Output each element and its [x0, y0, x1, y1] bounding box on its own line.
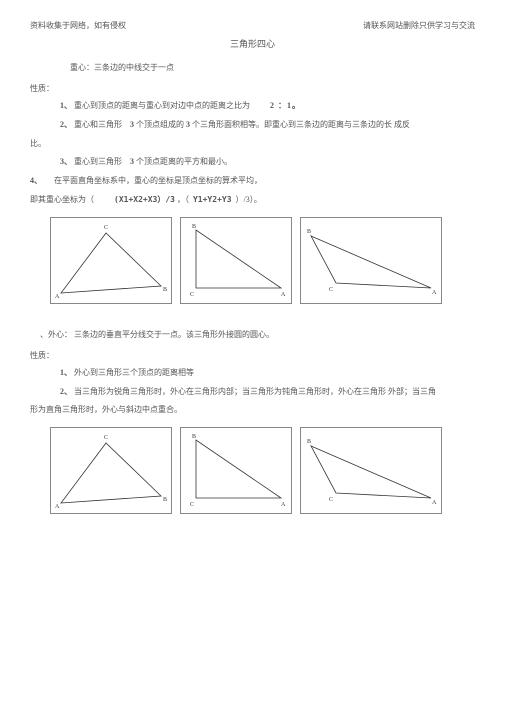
triangle-acute-2: A B C: [50, 427, 172, 514]
header-right: 请联系网站删除只供学习与交流: [363, 20, 475, 31]
prefix: 即其重心坐标为（: [30, 195, 94, 204]
svg-text:B: B: [192, 224, 196, 230]
triangle-right-2: C A B: [180, 427, 292, 514]
num: 4、: [30, 176, 42, 185]
svg-text:B: B: [163, 497, 167, 503]
ratio: 2 ：1。: [270, 101, 301, 110]
main-title: 三角形四心: [30, 37, 475, 50]
diagram-row-2: A B C C A B B A C: [30, 427, 475, 514]
num: 2、: [60, 387, 72, 396]
svg-text:A: A: [281, 292, 286, 298]
text: 当三角形为锐角三角形时，外心在三角形内部；当三角形为钝角三角形时，外心在三角形 …: [74, 387, 436, 396]
b2: 3: [186, 120, 190, 129]
centroid-subtitle: 重心：三条边的中线交于一点: [70, 62, 475, 73]
centroid-item-2: 2、 重心和三角形 3 个顶点组成的 3 个三角形面积相等。即重心到三条边的距离…: [60, 119, 475, 132]
prop-label-2: 性质：: [30, 350, 475, 361]
end: ）/3）。: [236, 195, 262, 204]
svg-text:B: B: [163, 287, 167, 293]
mid: ，（: [177, 195, 189, 204]
circumcenter-title: 、外心： 三条边的垂直平分线交于一点。该三角形外接圆的圆心。: [40, 329, 475, 340]
text: 在平面直角坐标系中，重心的坐标是顶点坐标的算术平均，: [54, 176, 262, 185]
svg-text:B: B: [192, 434, 196, 440]
b: 3: [130, 157, 134, 166]
triangle-obtuse-2: B A C: [300, 427, 442, 514]
text: 外心到三角形三个顶点的距离相等: [74, 368, 194, 377]
text2: 个顶点组成的: [136, 120, 186, 129]
num: 1、: [60, 368, 72, 377]
svg-text:C: C: [190, 502, 194, 508]
num: 3、: [60, 157, 72, 166]
svg-text:C: C: [329, 497, 333, 503]
svg-text:C: C: [329, 287, 333, 293]
centroid-item-3: 3、 重心到三角形 3 个顶点距离的平方和最小。: [60, 156, 475, 169]
centroid-item-1: 1、 重心到顶点的距离与重心到对边中点的距离之比为 2 ：1。: [60, 100, 475, 113]
circum-item-1: 1、 外心到三角形三个顶点的距离相等: [60, 367, 475, 380]
svg-text:B: B: [307, 229, 311, 235]
f2: Y1+Y2+Y3: [193, 195, 232, 204]
num: 2、: [60, 120, 72, 129]
diagram-row-1: A B C C A B B A C: [30, 217, 475, 304]
svg-text:C: C: [190, 292, 194, 298]
text: 重心到顶点的距离与重心到对边中点的距离之比为: [74, 101, 250, 110]
num: 1、: [60, 101, 72, 110]
text: 重心和三角形: [74, 120, 122, 129]
svg-text:C: C: [104, 435, 108, 441]
centroid-formula: 即其重心坐标为（ (X1+X2+X3）/3 ，（ Y1+Y2+Y3 ）/3）。: [30, 194, 475, 207]
svg-text:A: A: [281, 502, 286, 508]
svg-text:A: A: [55, 504, 60, 510]
text2: 个顶点距离的平方和最小。: [136, 157, 232, 166]
circum-item-2b: 形为直角三角形时，外心与斜边中点重合。: [30, 404, 475, 417]
circum-item-2: 2、 当三角形为锐角三角形时，外心在三角形内部；当三角形为钝角三角形时，外心在三…: [60, 386, 475, 399]
header-left: 资料收集于网络，如有侵权: [30, 20, 126, 31]
svg-text:A: A: [55, 294, 60, 300]
centroid-item-2-suffix: 比。: [30, 138, 475, 151]
prop-label-1: 性质：: [30, 83, 475, 94]
triangle-acute-1: A B C: [50, 217, 172, 304]
svg-text:A: A: [432, 290, 437, 296]
b1: 3: [130, 120, 134, 129]
svg-text:A: A: [432, 500, 437, 506]
svg-text:C: C: [104, 225, 108, 231]
triangle-obtuse-1: B A C: [300, 217, 442, 304]
text: 重心到三角形: [74, 157, 122, 166]
centroid-item-4: 4、 在平面直角坐标系中，重心的坐标是顶点坐标的算术平均，: [30, 175, 475, 188]
f1: (X1+X2+X3）/3: [114, 195, 175, 204]
triangle-right-1: C A B: [180, 217, 292, 304]
text3: 个三角形面积相等。即重心到三条边的距离与三条边的长 成反: [192, 120, 410, 129]
svg-text:B: B: [307, 439, 311, 445]
